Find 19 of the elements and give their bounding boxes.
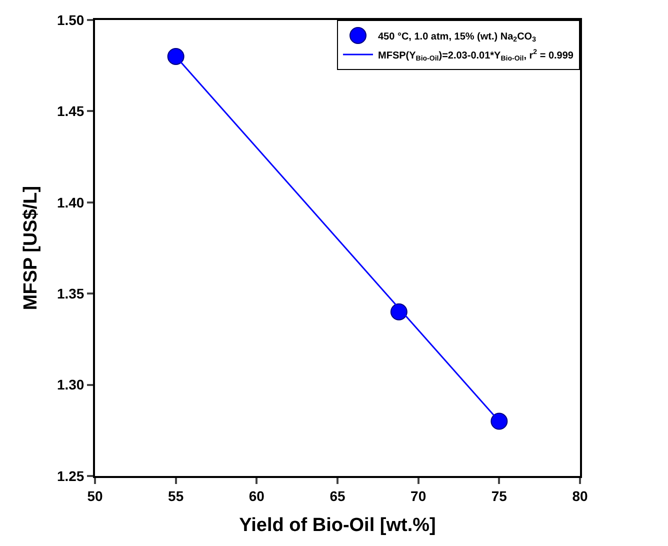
x-tick-label: 80 (572, 488, 588, 504)
point (167, 48, 184, 65)
point (490, 412, 508, 430)
x-tick-label: 55 (168, 488, 184, 504)
x-tick-label: 70 (410, 488, 426, 504)
x-tick-label: 65 (330, 488, 346, 504)
legend-label: 450 °C, 1.0 atm, 15% (wt.) Na$_{2}$CO$_{3}$ (378, 31, 536, 44)
x-tick-label: 75 (491, 488, 508, 504)
y-tick-label: 1.45 (56, 103, 84, 120)
y-tick-label: 1.40 (56, 194, 84, 210)
y-axis-title: MFSP [US$/L] (20, 186, 42, 310)
x-tick-label: 50 (87, 488, 103, 504)
y-tick-label: 1.35 (56, 286, 84, 302)
legend-label: MFSP(Y$_{Bio-Oil}$)=2.03-0.01*Y$_{Bio-Oil}$, r$^{2}$ = 0.999 (378, 49, 574, 62)
y-tick-label: 1.25 (56, 468, 84, 484)
y-tick-label: 1.30 (56, 376, 84, 393)
x-axis-title: Yield of Bio-Oil [wt.%] (239, 515, 436, 536)
y-tick-label: 1.50 (56, 12, 84, 28)
x-tick-label: 60 (248, 488, 265, 504)
